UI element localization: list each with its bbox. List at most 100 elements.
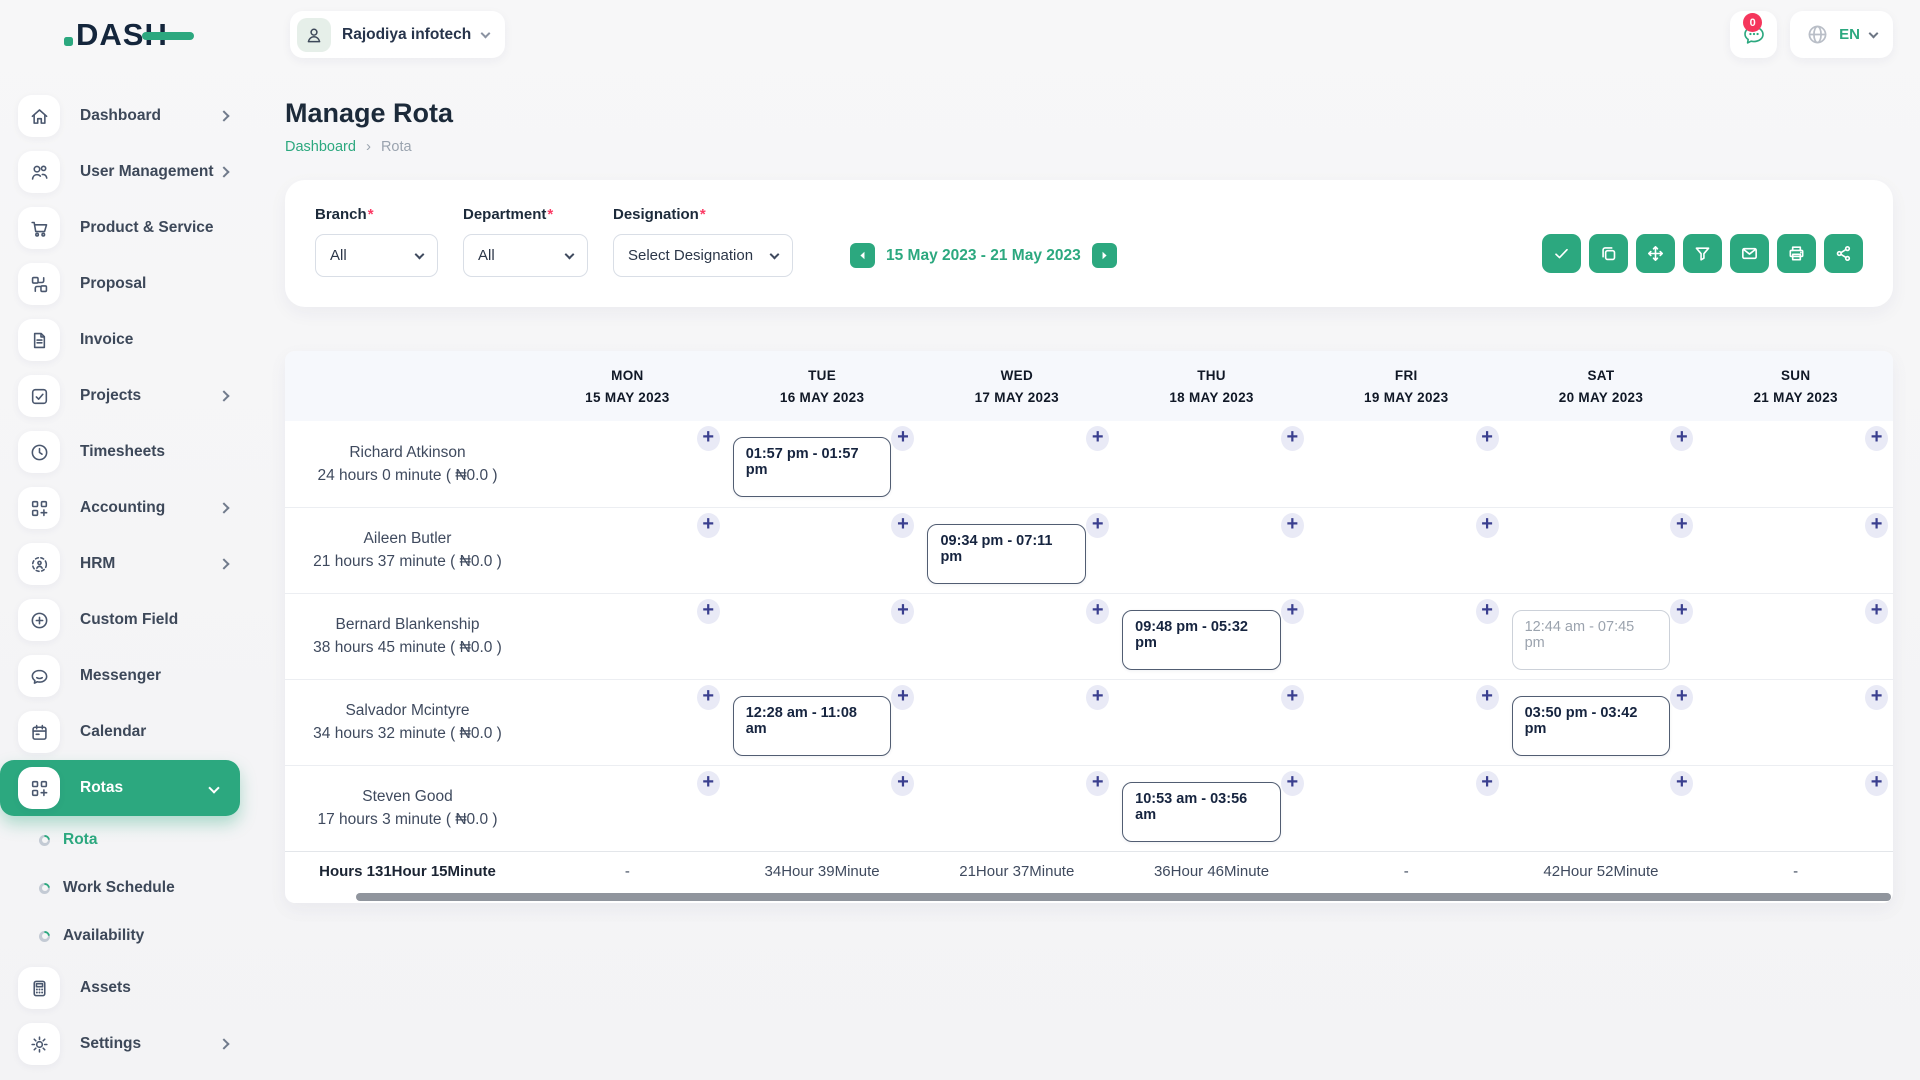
add-shift-button[interactable]: +	[1865, 426, 1889, 451]
add-shift-button[interactable]: +	[696, 771, 720, 796]
add-shift-button[interactable]: +	[1086, 771, 1110, 796]
sidebar-item-product-service[interactable]: Product & Service	[0, 200, 250, 256]
add-shift-button[interactable]: +	[1670, 771, 1694, 796]
employee-row: Richard Atkinson 24 hours 0 minute ( ₦0.0…	[285, 421, 1893, 507]
sidebar-item-rotas[interactable]: Rotas	[0, 760, 240, 816]
add-shift-button[interactable]: +	[1280, 599, 1304, 624]
filter-button[interactable]	[1683, 234, 1722, 273]
mail-button[interactable]	[1730, 234, 1769, 273]
shift-entry[interactable]: 10:53 am - 03:56 am	[1122, 782, 1281, 842]
add-shift-button[interactable]: +	[1475, 513, 1499, 538]
sidebar-item-invoice[interactable]: Invoice	[0, 312, 250, 368]
add-shift-button[interactable]: +	[1865, 599, 1889, 624]
department-select[interactable]: All	[463, 234, 588, 277]
sidebar-subitem-rota[interactable]: Rota	[0, 816, 250, 864]
add-shift-button[interactable]: +	[696, 513, 720, 538]
sidebar-item-projects[interactable]: Projects	[0, 368, 250, 424]
shift-entry[interactable]: 09:48 pm - 05:32 pm	[1122, 610, 1281, 670]
add-shift-button[interactable]: +	[696, 599, 720, 624]
move-button[interactable]	[1636, 234, 1675, 273]
week-navigation: 15 May 2023 - 21 May 2023	[850, 243, 1117, 268]
sidebar-item-accounting[interactable]: Accounting	[0, 480, 250, 536]
language-selector[interactable]: EN	[1790, 11, 1893, 58]
shift-entry[interactable]: 12:44 am - 07:45 pm	[1511, 610, 1671, 670]
add-shift-button[interactable]: +	[1086, 426, 1110, 451]
add-shift-button[interactable]: +	[1086, 599, 1110, 624]
shift-entry[interactable]: 01:57 pm - 01:57 pm	[732, 437, 892, 497]
horizontal-scrollbar[interactable]	[356, 893, 1891, 901]
check-square-icon	[29, 386, 50, 407]
add-shift-button[interactable]: +	[1280, 771, 1304, 796]
copy-button[interactable]	[1589, 234, 1628, 273]
company-switcher[interactable]: Rajodiya infotech	[290, 11, 506, 58]
add-shift-button[interactable]: +	[1865, 685, 1889, 710]
chat-icon	[29, 666, 50, 687]
previous-week-button[interactable]	[850, 243, 875, 268]
add-shift-button[interactable]: +	[891, 771, 915, 796]
add-shift-button[interactable]: +	[1280, 685, 1304, 710]
sidebar-item-user-management[interactable]: User Management	[0, 144, 250, 200]
brand-logo[interactable]: DASH	[64, 17, 194, 53]
sidebar-item-dashboard[interactable]: Dashboard	[0, 88, 250, 144]
add-shift-button[interactable]: +	[1475, 771, 1499, 796]
designation-select-value: Select Designation	[628, 247, 754, 264]
sidebar-item-custom-field[interactable]: Custom Field	[0, 592, 250, 648]
add-shift-button[interactable]: +	[1865, 513, 1889, 538]
add-shift-button[interactable]: +	[1086, 685, 1110, 710]
add-shift-button[interactable]: +	[891, 685, 915, 710]
add-shift-button[interactable]: +	[891, 599, 915, 624]
add-shift-button[interactable]: +	[1670, 426, 1694, 451]
target-icon	[29, 554, 50, 575]
add-shift-button[interactable]: +	[1670, 685, 1694, 710]
sidebar-item-label: Timesheets	[80, 443, 166, 460]
add-shift-button[interactable]: +	[1086, 513, 1110, 538]
add-shift-button[interactable]: +	[891, 426, 915, 451]
sidebar-item-label: Accounting	[80, 499, 166, 516]
add-shift-button[interactable]: +	[891, 513, 915, 538]
sidebar-item-assets[interactable]: Assets	[0, 960, 250, 1016]
designation-select[interactable]: Select Designation	[613, 234, 793, 277]
check-button[interactable]	[1542, 234, 1581, 273]
shift-cell: +	[1504, 421, 1699, 507]
sidebar-item-timesheets[interactable]: Timesheets	[0, 424, 250, 480]
shift-entry[interactable]: 03:50 pm - 03:42 pm	[1511, 696, 1671, 756]
check-icon	[1552, 244, 1571, 263]
sidebar-item-settings[interactable]: Settings	[0, 1016, 250, 1072]
branch-select[interactable]: All	[315, 234, 438, 277]
add-shift-button[interactable]: +	[1670, 599, 1694, 624]
sidebar-item-proposal[interactable]: Proposal	[0, 256, 250, 312]
chevron-down-icon	[1868, 28, 1879, 38]
printer-button[interactable]	[1777, 234, 1816, 273]
add-shift-button[interactable]: +	[696, 685, 720, 710]
add-shift-button[interactable]: +	[1670, 513, 1694, 538]
sidebar-subitem-availability[interactable]: Availability	[0, 912, 250, 960]
day-total-hours: -	[1403, 863, 1409, 880]
week-range-label[interactable]: 15 May 2023 - 21 May 2023	[886, 246, 1081, 264]
breadcrumb-dashboard-link[interactable]: Dashboard	[285, 138, 356, 155]
plus-circle-icon	[29, 610, 50, 631]
sidebar: Dashboard User Management Product & Servic…	[0, 88, 250, 1072]
sidebar-item-messenger[interactable]: Messenger	[0, 648, 250, 704]
shift-entry[interactable]: 09:34 pm - 07:11 pm	[927, 524, 1087, 584]
add-shift-button[interactable]: +	[1280, 513, 1304, 538]
messenger-button[interactable]: 0	[1730, 11, 1778, 58]
move-icon	[1646, 244, 1665, 263]
breadcrumb: Dashboard › Rota	[285, 138, 1893, 155]
sidebar-subitem-work-schedule[interactable]: Work Schedule	[0, 864, 250, 912]
add-shift-button[interactable]: +	[1865, 771, 1889, 796]
share-button[interactable]	[1824, 234, 1863, 273]
next-week-button[interactable]	[1091, 243, 1117, 268]
add-shift-button[interactable]: +	[1475, 599, 1499, 624]
sidebar-subitem-label: Rota	[63, 831, 98, 848]
sidebar-item-hrm[interactable]: HRM	[0, 536, 250, 592]
add-shift-button[interactable]: +	[1475, 426, 1499, 451]
shift-entry[interactable]: 12:28 am - 11:08 am	[732, 696, 892, 756]
add-shift-button[interactable]: +	[1280, 426, 1304, 451]
add-shift-button[interactable]: +	[696, 426, 720, 451]
add-shift-button[interactable]: +	[1475, 685, 1499, 710]
grid-plus-icon	[29, 778, 50, 799]
breadcrumb-current: Rota	[380, 138, 412, 155]
branch-filter: Branch* All	[315, 206, 438, 277]
sidebar-item-calendar[interactable]: Calendar	[0, 704, 250, 760]
sidebar-item-label: HRM	[80, 555, 116, 572]
